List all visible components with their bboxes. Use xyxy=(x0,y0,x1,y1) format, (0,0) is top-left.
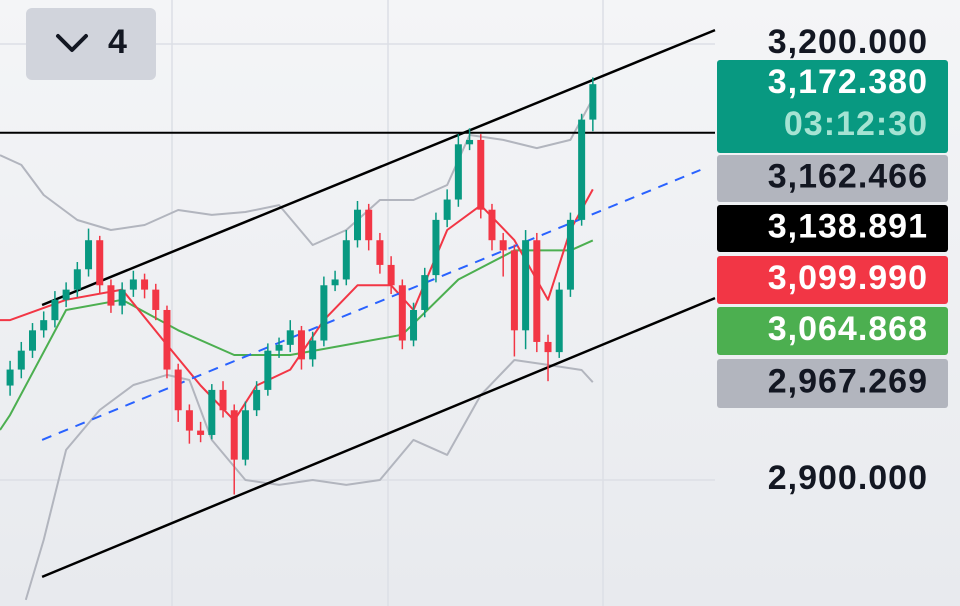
candle-body xyxy=(85,240,93,270)
candle-body xyxy=(275,344,283,351)
overlay-line xyxy=(41,28,716,307)
candle-body xyxy=(297,330,305,360)
candle-body xyxy=(331,279,339,286)
candle-body xyxy=(29,330,36,351)
candle-body xyxy=(342,240,350,280)
interval-selector[interactable]: 4 xyxy=(26,8,156,80)
candle-body xyxy=(533,240,541,342)
candle-body xyxy=(410,309,418,341)
price-label: 3,099.990 xyxy=(768,259,928,297)
price-label-box xyxy=(717,60,948,153)
candle-body xyxy=(40,320,48,331)
candle-body xyxy=(544,341,552,353)
y-tick-label: 3,200.000 xyxy=(768,23,928,61)
candle-body xyxy=(589,84,597,120)
chevron-icon xyxy=(56,34,88,52)
candle-body xyxy=(118,289,126,306)
candle-body xyxy=(264,350,272,390)
candle-body xyxy=(241,410,249,460)
candle-body xyxy=(309,340,317,360)
candle-body xyxy=(96,240,104,286)
price-label: 3,162.466 xyxy=(768,157,928,195)
price-label: 3,172.380 xyxy=(768,63,928,101)
candle-body xyxy=(398,285,406,341)
overlay-line xyxy=(0,98,594,246)
candle-body xyxy=(219,389,227,411)
candle-body xyxy=(488,209,496,241)
candle-body xyxy=(566,219,574,290)
price-label-box xyxy=(717,307,948,355)
candle-body xyxy=(107,285,115,306)
price-label: 2,967.269 xyxy=(768,362,928,400)
price-label-box xyxy=(717,256,948,304)
candle-body xyxy=(510,250,518,331)
interval-button[interactable] xyxy=(26,8,156,80)
countdown: 03:12:30 xyxy=(784,105,928,143)
candle-body xyxy=(152,289,160,310)
candle-body xyxy=(51,299,59,321)
candle-body xyxy=(387,264,395,286)
candle-body xyxy=(443,199,451,220)
candle-body xyxy=(141,279,149,290)
candle-body xyxy=(376,240,384,265)
price-label: 3,064.868 xyxy=(768,310,928,348)
candle-body xyxy=(499,240,507,251)
candles xyxy=(6,77,597,495)
candle-body xyxy=(454,144,462,200)
candle-body xyxy=(174,369,182,411)
candle-body xyxy=(354,209,361,241)
candle-body xyxy=(578,119,586,220)
candle-body xyxy=(522,240,530,331)
price-label: 3,138.891 xyxy=(768,207,928,245)
candle-body xyxy=(17,350,25,370)
candle-body xyxy=(365,209,373,241)
overlay-line xyxy=(24,359,594,601)
candle-body xyxy=(62,289,70,300)
y-tick-label: 2,900.000 xyxy=(768,459,928,497)
candle-body xyxy=(185,410,193,431)
candle-body xyxy=(286,330,294,345)
candle-body xyxy=(253,389,261,411)
interval-label: 4 xyxy=(108,23,128,61)
candle-body xyxy=(6,369,14,386)
candle-body xyxy=(477,139,485,210)
price-label-box xyxy=(717,155,948,202)
candle-body xyxy=(555,289,563,353)
candle-body xyxy=(320,285,328,341)
candle-body xyxy=(208,389,216,435)
price-label-box xyxy=(717,359,948,408)
candle-body xyxy=(197,430,205,435)
candle-body xyxy=(432,219,440,276)
candle-body xyxy=(421,275,429,310)
price-label-box xyxy=(717,205,948,252)
candle-body xyxy=(129,279,137,290)
candle-body xyxy=(466,139,474,145)
price-scale: 3,200.000 2,900.000 3,172.380 03:12:30 3,162… xyxy=(717,23,948,497)
overlay-line xyxy=(41,296,716,579)
candle-body xyxy=(230,410,238,460)
candle-body xyxy=(73,269,81,290)
candle-body xyxy=(163,309,171,370)
